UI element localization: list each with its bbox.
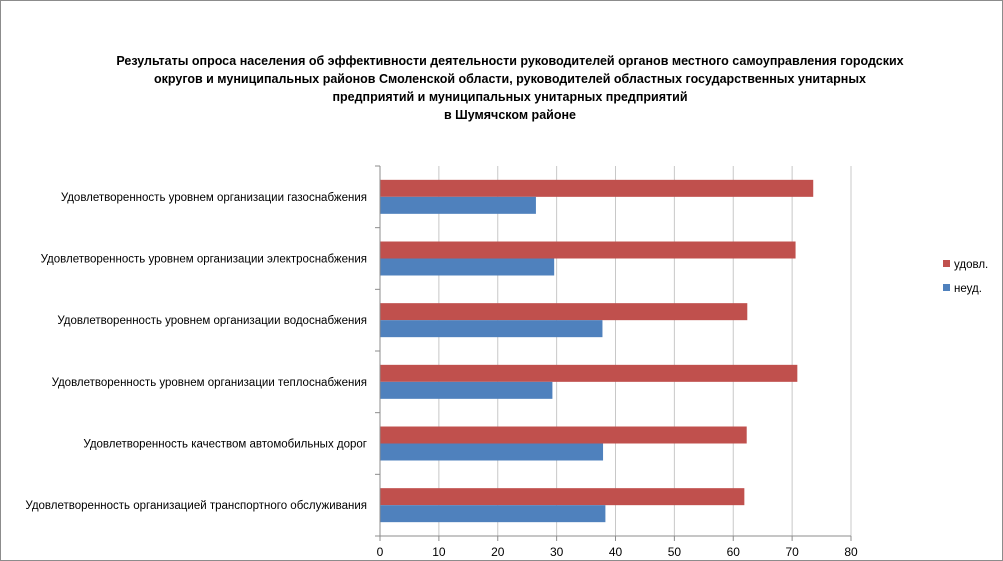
x-tick-label: 80 (844, 545, 858, 559)
legend-swatch (943, 284, 950, 291)
tick-labels: 0 10 20 30 40 50 60 70 80 (377, 545, 858, 559)
x-tick-label: 10 (432, 545, 446, 559)
category-label: Удовлетворенность организацией транспорт… (25, 500, 367, 512)
x-tick-label: 70 (785, 545, 799, 559)
bar-udovl (380, 303, 748, 321)
category-label: Удовлетворенность уровнем организации га… (61, 192, 367, 204)
bar-udovl (380, 488, 745, 506)
gridlines (438, 166, 852, 536)
legend-label: удовл. (954, 259, 988, 271)
legend-label: неуд. (954, 283, 982, 295)
x-tick-label: 50 (668, 545, 682, 559)
axes (375, 165, 852, 541)
x-tick-label: 0 (377, 545, 384, 559)
bar-udovl (380, 179, 814, 197)
category-label: Удовлетворенность уровнем организации во… (57, 315, 367, 327)
bars (380, 179, 814, 523)
bar-udovl (380, 426, 747, 444)
title-line-1: Результаты опроса населения об эффективн… (116, 54, 904, 68)
x-tick-label: 40 (609, 545, 623, 559)
category-labels: Удовлетворенность уровнем организации га… (25, 192, 367, 512)
bar-neud (380, 505, 606, 523)
bar-neud (380, 196, 536, 214)
category-label: Удовлетворенность качеством автомобильны… (83, 439, 367, 451)
x-tick-label: 20 (491, 545, 505, 559)
title-line-2: округов и муниципальных районов Смоленск… (154, 72, 866, 86)
bar-neud (380, 381, 553, 399)
bar-neud (380, 320, 603, 338)
chart-title: Результаты опроса населения об эффективн… (80, 52, 940, 124)
category-label: Удовлетворенность уровнем организации эл… (41, 254, 367, 266)
bar-udovl (380, 364, 798, 382)
legend-swatch (943, 260, 950, 267)
x-tick-label: 30 (550, 545, 564, 559)
title-line-4: в Шумячском районе (444, 108, 576, 122)
bar-neud (380, 258, 555, 276)
bar-neud (380, 443, 604, 461)
bar-udovl (380, 241, 796, 259)
category-label: Удовлетворенность уровнем организации те… (52, 377, 367, 389)
title-line-3: предприятий и муниципальных унитарных пр… (332, 90, 688, 104)
x-tick-label: 60 (727, 545, 741, 559)
legend: удовл. неуд. (943, 259, 988, 295)
